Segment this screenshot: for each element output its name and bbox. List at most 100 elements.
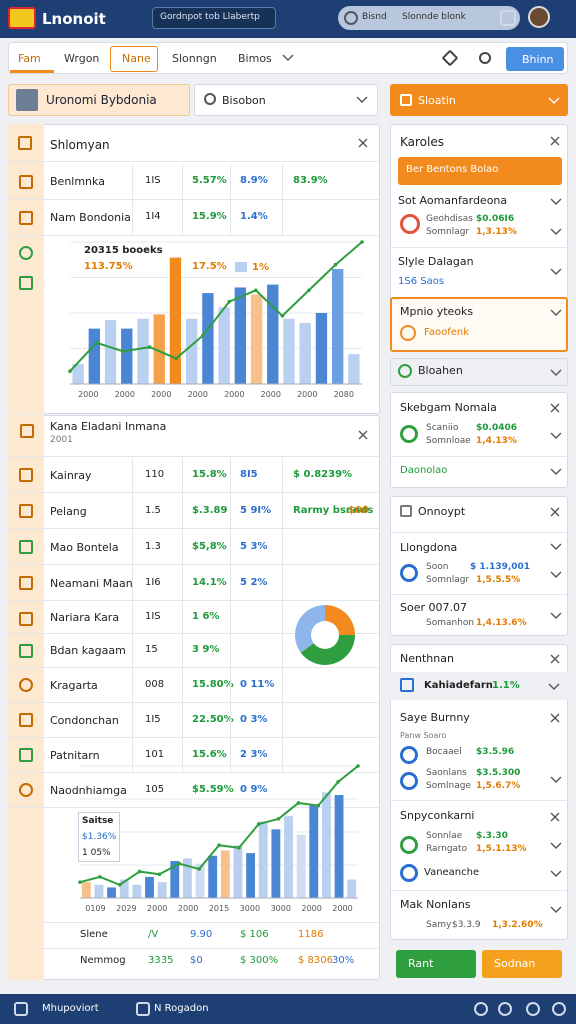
action-button[interactable] xyxy=(482,950,562,978)
footer-link[interactable]: N Rogadon xyxy=(154,1003,209,1014)
toolbar-title-text: Uronomi Bybdonia xyxy=(46,93,157,107)
bar xyxy=(145,876,154,898)
close-icon[interactable] xyxy=(550,812,560,822)
table-cell: 008 xyxy=(145,678,165,690)
settings-icon[interactable] xyxy=(500,10,516,26)
icon xyxy=(400,772,418,790)
chevron[interactable] xyxy=(548,97,560,105)
nav-tab[interactable]: Nane xyxy=(122,52,151,65)
trend-point xyxy=(78,880,82,884)
table-cell: 1.3 xyxy=(145,540,161,552)
chevron[interactable] xyxy=(550,432,562,440)
close-icon[interactable] xyxy=(550,136,560,146)
chevron[interactable] xyxy=(550,309,562,317)
item-highlight[interactable] xyxy=(390,297,568,352)
chevron-stroke xyxy=(550,369,562,376)
search-box[interactable] xyxy=(152,7,276,29)
avatar[interactable] xyxy=(528,6,550,28)
close-stroke xyxy=(358,138,368,148)
chevron[interactable] xyxy=(548,683,560,691)
table-cell: 1I6 xyxy=(145,576,161,588)
bar xyxy=(72,364,84,384)
chevron[interactable] xyxy=(550,468,562,476)
footer-cell: $ 8306 xyxy=(298,955,333,966)
table-row xyxy=(8,773,380,808)
footer-link[interactable]: Mhupoviort xyxy=(42,1003,99,1014)
table-cell: Nam Bondonia xyxy=(50,211,131,224)
table-cell: 8I5 xyxy=(240,468,258,480)
item-value: $0.06I6 xyxy=(476,214,515,224)
chevron[interactable] xyxy=(550,842,562,850)
divider xyxy=(390,594,568,595)
nav-tab[interactable]: Slonngn xyxy=(172,52,217,65)
bar xyxy=(182,858,192,898)
item-label: Somlnage xyxy=(426,781,471,791)
x-tick-label: 2000 xyxy=(261,390,281,399)
action-button-label[interactable]: Rant xyxy=(408,957,434,970)
chevron[interactable] xyxy=(356,96,368,104)
table-cell: 1.5 xyxy=(145,504,161,516)
table-row xyxy=(8,738,380,773)
chevron[interactable] xyxy=(550,228,562,236)
x-tick-label: 2000 xyxy=(115,390,135,399)
close-icon[interactable] xyxy=(550,507,560,517)
column-divider xyxy=(230,458,231,773)
footer-icon[interactable] xyxy=(498,1002,512,1016)
chevron[interactable] xyxy=(550,571,562,579)
side-panel-title: Nenthnan xyxy=(400,652,454,665)
item-value: 1,4.13% xyxy=(476,436,517,446)
action-button[interactable] xyxy=(396,950,476,978)
chevron[interactable] xyxy=(550,543,562,551)
button-label[interactable]: Bhinn xyxy=(522,53,554,66)
close-icon[interactable] xyxy=(550,713,560,723)
close-icon[interactable] xyxy=(550,654,560,664)
nav-tab[interactable]: Bimos xyxy=(238,52,272,65)
nav-tab[interactable]: Wrgon xyxy=(64,52,100,65)
panel-header xyxy=(8,415,380,457)
chevron[interactable] xyxy=(550,870,562,878)
table-row xyxy=(8,566,380,601)
primary-button[interactable] xyxy=(506,47,564,71)
chevron[interactable] xyxy=(550,906,562,914)
footer-icon[interactable] xyxy=(552,1002,566,1016)
x-tick-label: 0109 xyxy=(85,904,105,913)
nav-tab[interactable]: Fam xyxy=(18,52,41,65)
close-icon[interactable] xyxy=(358,430,368,440)
side-button[interactable] xyxy=(398,157,562,185)
footer-icon[interactable] xyxy=(526,1002,540,1016)
close-icon[interactable] xyxy=(358,138,368,148)
chevron[interactable] xyxy=(282,54,294,62)
chevron[interactable] xyxy=(550,268,562,276)
search-icon[interactable] xyxy=(479,52,491,64)
item-sub: Faoofenk xyxy=(424,327,469,338)
logo: Lnonoit xyxy=(42,10,106,28)
side-button-label[interactable]: Ber Bentons Bolao xyxy=(406,164,499,175)
item-title: Mak Nonlans xyxy=(400,898,471,911)
x-tick-label: 2015 xyxy=(209,904,229,913)
footer-cell: /V xyxy=(148,929,159,940)
account-pill[interactable] xyxy=(338,6,520,30)
icon xyxy=(19,783,33,797)
item-value: $3.5.300 xyxy=(476,768,521,778)
bar xyxy=(233,845,243,898)
table-cell: $5.59% xyxy=(192,783,234,795)
table-row xyxy=(8,200,380,236)
chevron[interactable] xyxy=(550,776,562,784)
side-tab[interactable] xyxy=(390,672,568,700)
side-panel-title: Onnoypt xyxy=(418,505,466,518)
chevron[interactable] xyxy=(550,369,562,377)
action-button-label[interactable]: Sodnan xyxy=(494,957,536,970)
close-icon[interactable] xyxy=(550,403,560,413)
table-cell: $5,8% xyxy=(192,540,227,552)
side-row[interactable] xyxy=(390,358,568,386)
chevron[interactable] xyxy=(550,198,562,206)
chevron[interactable] xyxy=(550,612,562,620)
footer-icon[interactable] xyxy=(474,1002,488,1016)
close-stroke xyxy=(550,812,560,822)
dropdown[interactable] xyxy=(194,84,378,116)
dropdown-text: Bisobon xyxy=(222,94,266,107)
table-row xyxy=(8,164,380,200)
item-sub: 1S6 Saos xyxy=(398,276,445,287)
divider xyxy=(390,456,568,457)
table-cell: $ 0.8239% xyxy=(293,468,353,480)
